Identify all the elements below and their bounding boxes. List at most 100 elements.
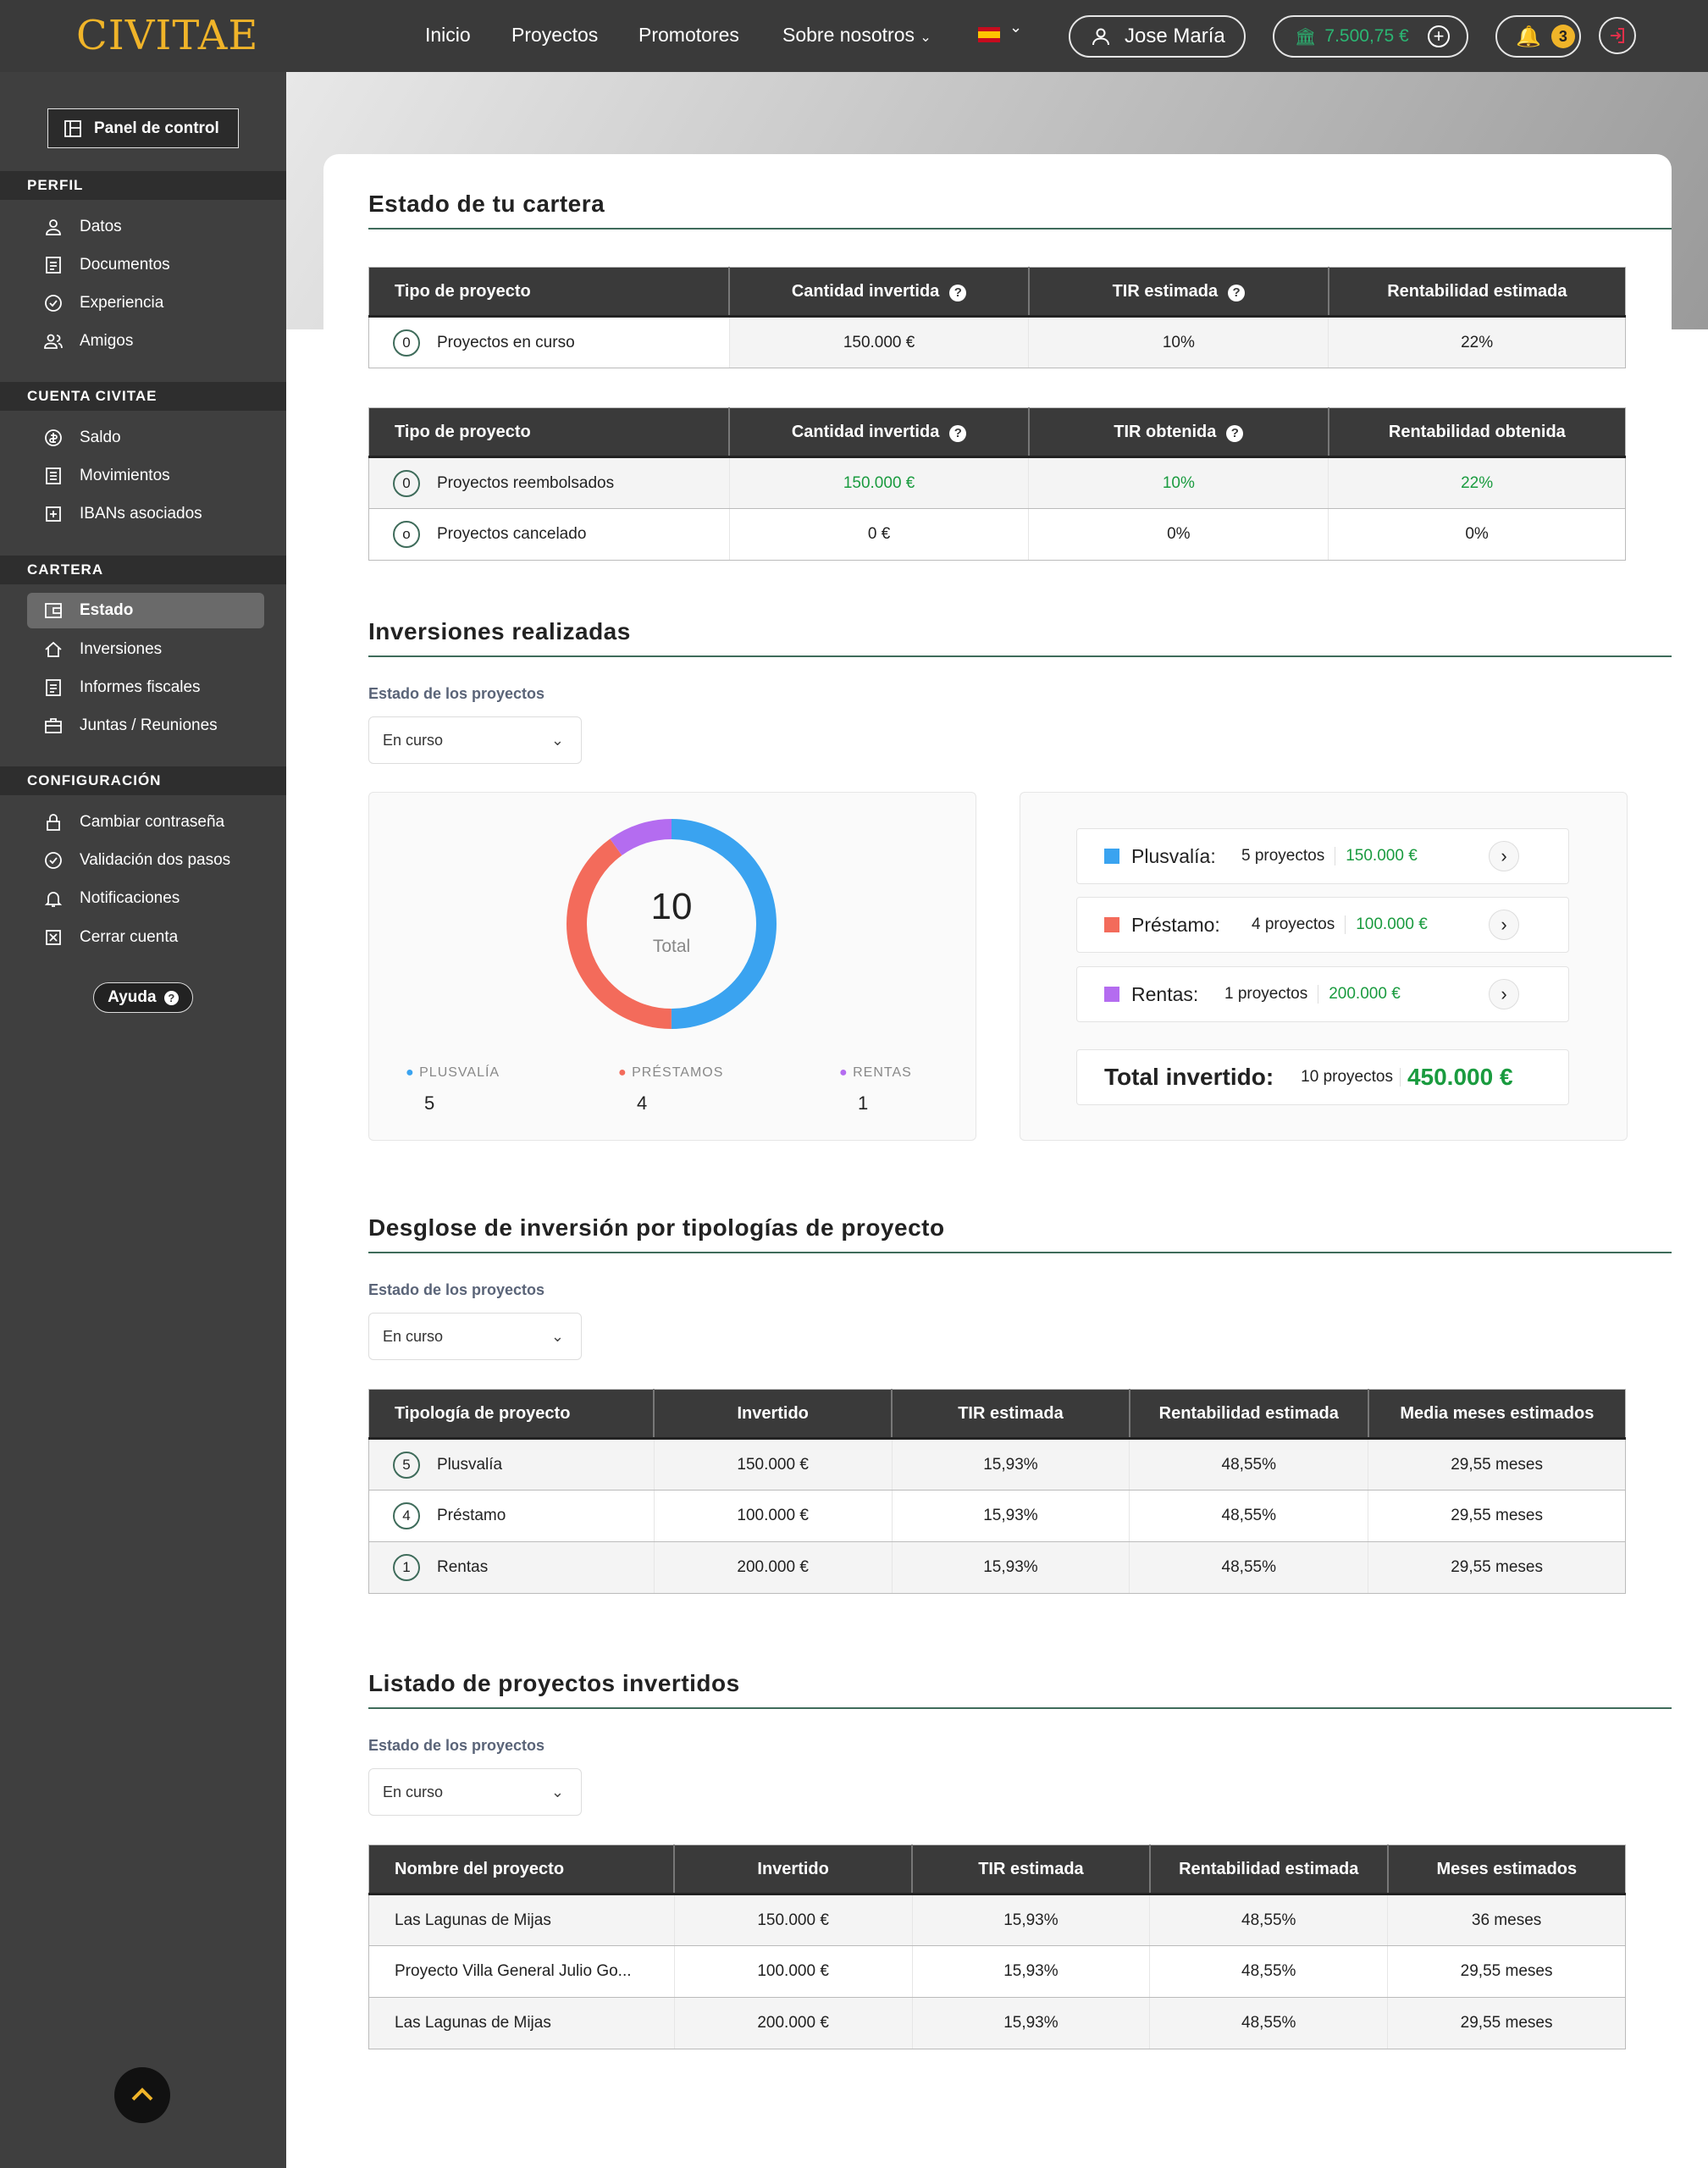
add-funds-icon[interactable]: + [1428,25,1450,47]
bell-icon [44,892,63,907]
divider [368,228,1672,230]
sidebar-item-cambiar-contrasena[interactable]: Cambiar contraseña [44,810,224,835]
status-select[interactable]: En curso ⌄ [368,1768,582,1816]
sidebar-item-datos[interactable]: Datos [44,214,122,240]
wallet-icon [45,603,62,618]
question-icon[interactable]: ? [1228,284,1246,301]
cell-rentabilidad: 48,55% [1149,1997,1389,2049]
donut-total: 10 [650,886,693,927]
nav-proyectos[interactable]: Proyectos [511,24,599,46]
cell-nombre[interactable]: Las Lagunas de Mijas [368,1997,675,2049]
col-invertido: Invertido [654,1389,893,1440]
sidebar-item-experiencia[interactable]: Experiencia [44,290,163,316]
chevron-down-icon: ⌄ [550,732,564,749]
sidebar-item-documentos[interactable]: Documentos [44,252,170,278]
civitae-logo[interactable]: CIVITAE [76,12,259,59]
notifications-badge: 3 [1550,25,1575,48]
row-label: 0 Proyectos en curso [368,316,730,368]
col-cantidad-label: Cantidad invertida [791,281,940,301]
question-icon[interactable]: ? [949,424,967,442]
user-menu-button[interactable]: Jose María [1069,15,1246,58]
chevron-right-icon[interactable]: › [1489,841,1519,871]
sidebar-item-juntas[interactable]: Juntas / Reuniones [44,713,218,738]
row-label: 5 Plusvalía [368,1438,655,1490]
status-select[interactable]: En curso ⌄ [368,1313,582,1360]
balance-button[interactable]: 🏛 7.500,75 € + [1273,15,1468,58]
nav-sobre-nosotros[interactable]: Sobre nosotros ⌄ [782,24,931,47]
sidebar-item-estado[interactable]: Estado [44,598,133,623]
cell-nombre[interactable]: Las Lagunas de Mijas [368,1894,675,1946]
legend-row-prestamo[interactable]: Préstamo: 4 proyectos 100.000 € › [1076,897,1569,953]
page-title: Estado de tu cartera [368,191,605,217]
sidebar-item-saldo[interactable]: Saldo [44,425,121,451]
question-icon[interactable]: ? [1226,424,1244,442]
table-row: 1 Rentas 200.000 € 15,93% 48,55% 29,55 me… [368,1541,1626,1594]
cell-rentabilidad: 48,55% [1129,1438,1369,1490]
section-configuracion: CONFIGURACIÓN [0,766,286,795]
count-circle: 1 [393,1554,420,1581]
logout-button[interactable] [1599,17,1636,54]
nav-inicio[interactable]: Inicio [425,24,471,46]
question-icon[interactable]: ? [949,284,967,301]
table-row[interactable]: Las Lagunas de Mijas 150.000 € 15,93% 48… [368,1894,1626,1946]
legend-row-plusvalia[interactable]: Plusvalía: 5 proyectos 150.000 € › [1076,828,1569,884]
divider [368,1252,1672,1253]
scroll-top-button[interactable] [114,2067,170,2123]
dashboard-icon [64,119,81,137]
nav-promotores[interactable]: Promotores [638,24,739,46]
cell-cantidad: 150.000 € [729,456,1030,509]
coin-icon [45,429,62,446]
sidebar-item-label: Documentos [80,256,170,274]
donut-segment-rentas [567,819,777,1029]
listado-table: Nombre del proyecto Invertido TIR estima… [368,1844,1626,2049]
legend-row-rentas[interactable]: Rentas: 1 proyectos 200.000 € › [1076,966,1569,1022]
sidebar-item-cerrar-cuenta[interactable]: Cerrar cuenta [44,925,178,950]
cell-nombre[interactable]: Proyecto Villa General Julio Go... [368,1945,675,1998]
notifications-button[interactable]: 🔔 3 [1495,15,1581,58]
cell-meses: 36 meses [1387,1894,1626,1946]
panel-control-label: Panel de control [94,119,219,137]
sidebar-item-validacion[interactable]: Validación dos pasos [44,848,230,873]
col-tipo: Tipo de proyecto [368,407,731,458]
col-tipo: Tipo de proyecto [368,267,731,318]
sidebar-item-movimientos[interactable]: Movimientos [44,463,170,489]
chevron-right-icon[interactable]: › [1489,979,1519,1009]
spain-flag-icon[interactable] [978,27,1000,42]
table-row[interactable]: Proyecto Villa General Julio Go... 100.0… [368,1945,1626,1998]
cartera-table-estimada: Tipo de proyecto Cantidad invertida? TIR… [368,267,1626,368]
col-tir: TIR estimada [912,1844,1151,1895]
sidebar-item-label: Estado [80,601,134,619]
legend-count: 4 proyectos [1252,915,1346,934]
help-button[interactable]: Ayuda ? [93,982,193,1013]
chevron-right-icon[interactable]: › [1489,910,1519,940]
legend-name: Rentas: [1131,982,1199,1005]
sidebar-item-notificaciones[interactable]: Notificaciones [44,886,180,911]
row-label-text: Proyectos en curso [437,333,575,351]
col-meses: Meses estimados [1387,1844,1626,1895]
col-tir: TIR obtenida? [1028,407,1329,458]
cell-meses: 29,55 meses [1368,1438,1626,1490]
list-icon [46,467,61,484]
donut-panel [368,792,976,1141]
panel-control-button[interactable]: Panel de control [47,108,239,148]
sidebar-item-amigos[interactable]: Amigos [44,329,133,354]
col-tipologia: Tipología de proyecto [368,1389,655,1440]
sidebar-item-informes[interactable]: Informes fiscales [44,675,201,700]
row-label-text: Préstamo [437,1507,506,1525]
cell-tir: 10% [1028,316,1329,368]
table-row: 4 Préstamo 100.000 € 15,93% 48,55% 29,55 … [368,1490,1626,1542]
cell-tir: 15,93% [912,1997,1151,2049]
close-box-icon [46,930,61,945]
table-row[interactable]: Las Lagunas de Mijas 200.000 € 15,93% 48… [368,1997,1626,2049]
status-select[interactable]: En curso ⌄ [368,716,582,764]
divider [368,655,1672,657]
chevron-down-icon[interactable]: ⌄ [1009,19,1023,36]
sidebar-item-ibans[interactable]: IBANs asociados [44,501,202,527]
cell-rentabilidad: 48,55% [1149,1945,1389,1998]
row-label: 0 Proyectos reembolsados [368,456,730,509]
sidebar-item-inversiones[interactable]: Inversiones [44,637,162,662]
legend-name: Préstamo: [1131,913,1220,936]
col-cantidad: Cantidad invertida? [729,407,1030,458]
cell-cantidad: 0 € [729,508,1030,561]
bank-icon: 🏛 [1295,27,1317,47]
